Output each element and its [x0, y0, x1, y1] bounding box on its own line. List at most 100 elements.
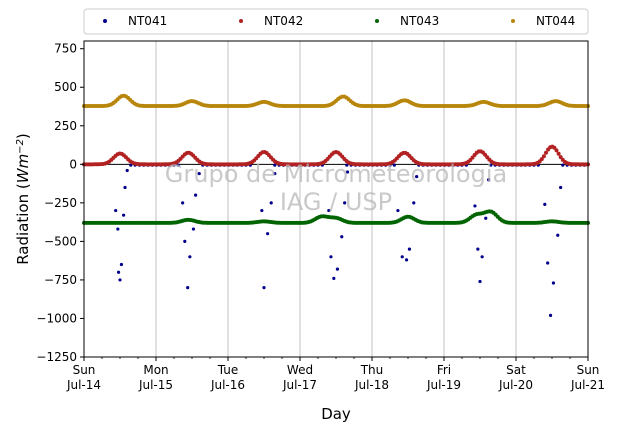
point-NT042-220 — [544, 150, 548, 155]
point-NT041-12 — [191, 227, 196, 231]
y-tick-label-3: −500 — [44, 234, 77, 248]
legend-label-NT042: NT042 — [264, 14, 303, 28]
x-tick-date-6: Jul-20 — [498, 378, 533, 392]
point-NT041-27 — [396, 208, 400, 213]
point-NT041-9 — [183, 239, 187, 243]
y-axis-label-exp: −2 — [15, 139, 26, 154]
x-tick-date-3: Jul-17 — [282, 378, 317, 392]
point-NT042-219 — [541, 154, 546, 159]
point-NT041-n0-11 — [176, 163, 180, 167]
legend-marker-NT041 — [103, 19, 107, 23]
x-tick-day-2: Tue — [217, 363, 239, 377]
x-tick-date-2: Jul-16 — [210, 378, 245, 392]
point-NT041-24 — [340, 235, 344, 239]
point-NT041-n2-0 — [273, 163, 277, 167]
y-tick-label-7: 500 — [54, 80, 77, 94]
watermark: Grupo de Micrometeorologia IAG / USP — [165, 160, 507, 216]
point-NT041-42 — [551, 281, 556, 285]
point-NT041-17 — [266, 232, 270, 236]
point-NT041-36 — [480, 255, 484, 259]
series-layer — [82, 93, 590, 317]
x-grid — [155, 41, 517, 357]
point-NT041-21 — [329, 255, 333, 259]
point-NT041-20 — [327, 208, 331, 213]
point-NT041-32 — [415, 175, 419, 179]
point-NT041-n3-11 — [392, 163, 396, 167]
point-NT041-3 — [118, 278, 122, 282]
y-tick-label-4: −250 — [44, 196, 77, 210]
point-NT041-6 — [123, 185, 127, 190]
legend-label-NT044: NT044 — [536, 14, 575, 28]
x-tick-date-1: Jul-15 — [138, 378, 173, 392]
watermark-line-1: Grupo de Micrometeorologia — [165, 160, 507, 188]
legend-label-NT041: NT041 — [128, 14, 167, 28]
point-NT041-7 — [125, 168, 129, 173]
series-NT044 — [82, 93, 590, 109]
point-NT041-23 — [335, 267, 340, 271]
point-NT041-38 — [487, 178, 491, 182]
point-NT041-34 — [476, 247, 480, 251]
point-NT041-n6-0 — [561, 163, 565, 167]
point-NT041-8 — [181, 201, 185, 205]
x-tick-date-4: Jul-18 — [354, 378, 389, 392]
series-NT043 — [82, 209, 590, 225]
y-tick-label-6: 250 — [54, 119, 77, 133]
y-tick-label-5: 0 — [69, 157, 77, 171]
point-NT041-39 — [543, 202, 547, 206]
point-NT041-26 — [345, 170, 350, 174]
x-tick-day-3: Wed — [287, 363, 313, 377]
legend-label-NT043: NT043 — [400, 14, 439, 28]
point-NT042-218 — [539, 157, 544, 162]
point-NT041-0 — [114, 208, 118, 213]
point-NT041-4 — [119, 262, 124, 267]
y-axis-label-unit: Wm — [14, 154, 32, 183]
point-NT041-22 — [332, 276, 336, 280]
x-tick-day-7: Sun — [577, 363, 600, 377]
x-tick-day-1: Mon — [143, 363, 168, 377]
point-NT041-37 — [484, 216, 488, 220]
point-NT041-25 — [343, 201, 347, 205]
point-NT041-28 — [400, 255, 404, 259]
y-axis-label-main: Radiation ( — [14, 183, 32, 265]
point-NT042-225 — [554, 148, 559, 153]
series-NT042 — [82, 144, 590, 167]
x-tick-day-0: Sun — [73, 363, 96, 377]
point-NT041-30 — [407, 247, 412, 251]
point-NT041-40 — [546, 261, 550, 265]
point-NT041-14 — [197, 171, 201, 176]
x-tick-date-0: Jul-14 — [66, 378, 101, 392]
watermark-line-2: IAG / USP — [280, 188, 392, 216]
x-axis-label: Day — [321, 405, 351, 423]
x-tick-date-7: Jul-21 — [570, 378, 605, 392]
point-NT042-227 — [558, 155, 563, 160]
point-NT041-n3-0 — [345, 163, 349, 167]
point-NT041-18 — [269, 201, 273, 205]
x-tick-day-5: Fri — [437, 363, 451, 377]
point-NT041-11 — [188, 255, 192, 259]
point-NT041-10 — [186, 286, 190, 290]
x-axis: SunJul-14MonJul-15TueJul-16WedJul-17ThuJ… — [66, 357, 605, 392]
point-NT041-35 — [478, 279, 482, 284]
point-NT041-19 — [273, 171, 277, 176]
y-tick-label-1: −1000 — [36, 311, 77, 325]
legend-marker-NT043 — [375, 19, 379, 23]
point-NT042-226 — [556, 151, 561, 156]
legend-marker-NT042 — [239, 19, 243, 23]
point-NT041-5 — [122, 213, 126, 217]
point-NT041-41 — [548, 313, 553, 317]
legend-marker-NT044 — [511, 19, 515, 23]
point-NT041-43 — [556, 233, 560, 237]
legend-box — [83, 8, 589, 35]
point-NT041-33 — [473, 204, 477, 208]
point-NT041-31 — [412, 201, 416, 205]
point-NT041-2 — [116, 270, 121, 274]
x-tick-day-4: Thu — [360, 363, 384, 377]
point-NT041-16 — [262, 286, 266, 290]
legend: NT041 NT042 NT043 NT044 — [83, 8, 589, 35]
point-NT041-44 — [559, 185, 563, 190]
y-tick-label-2: −750 — [44, 273, 77, 287]
y-axis-label-close: ) — [14, 133, 32, 139]
point-NT041-13 — [194, 193, 198, 197]
y-axis-label: Radiation (Wm−2) — [14, 133, 32, 265]
